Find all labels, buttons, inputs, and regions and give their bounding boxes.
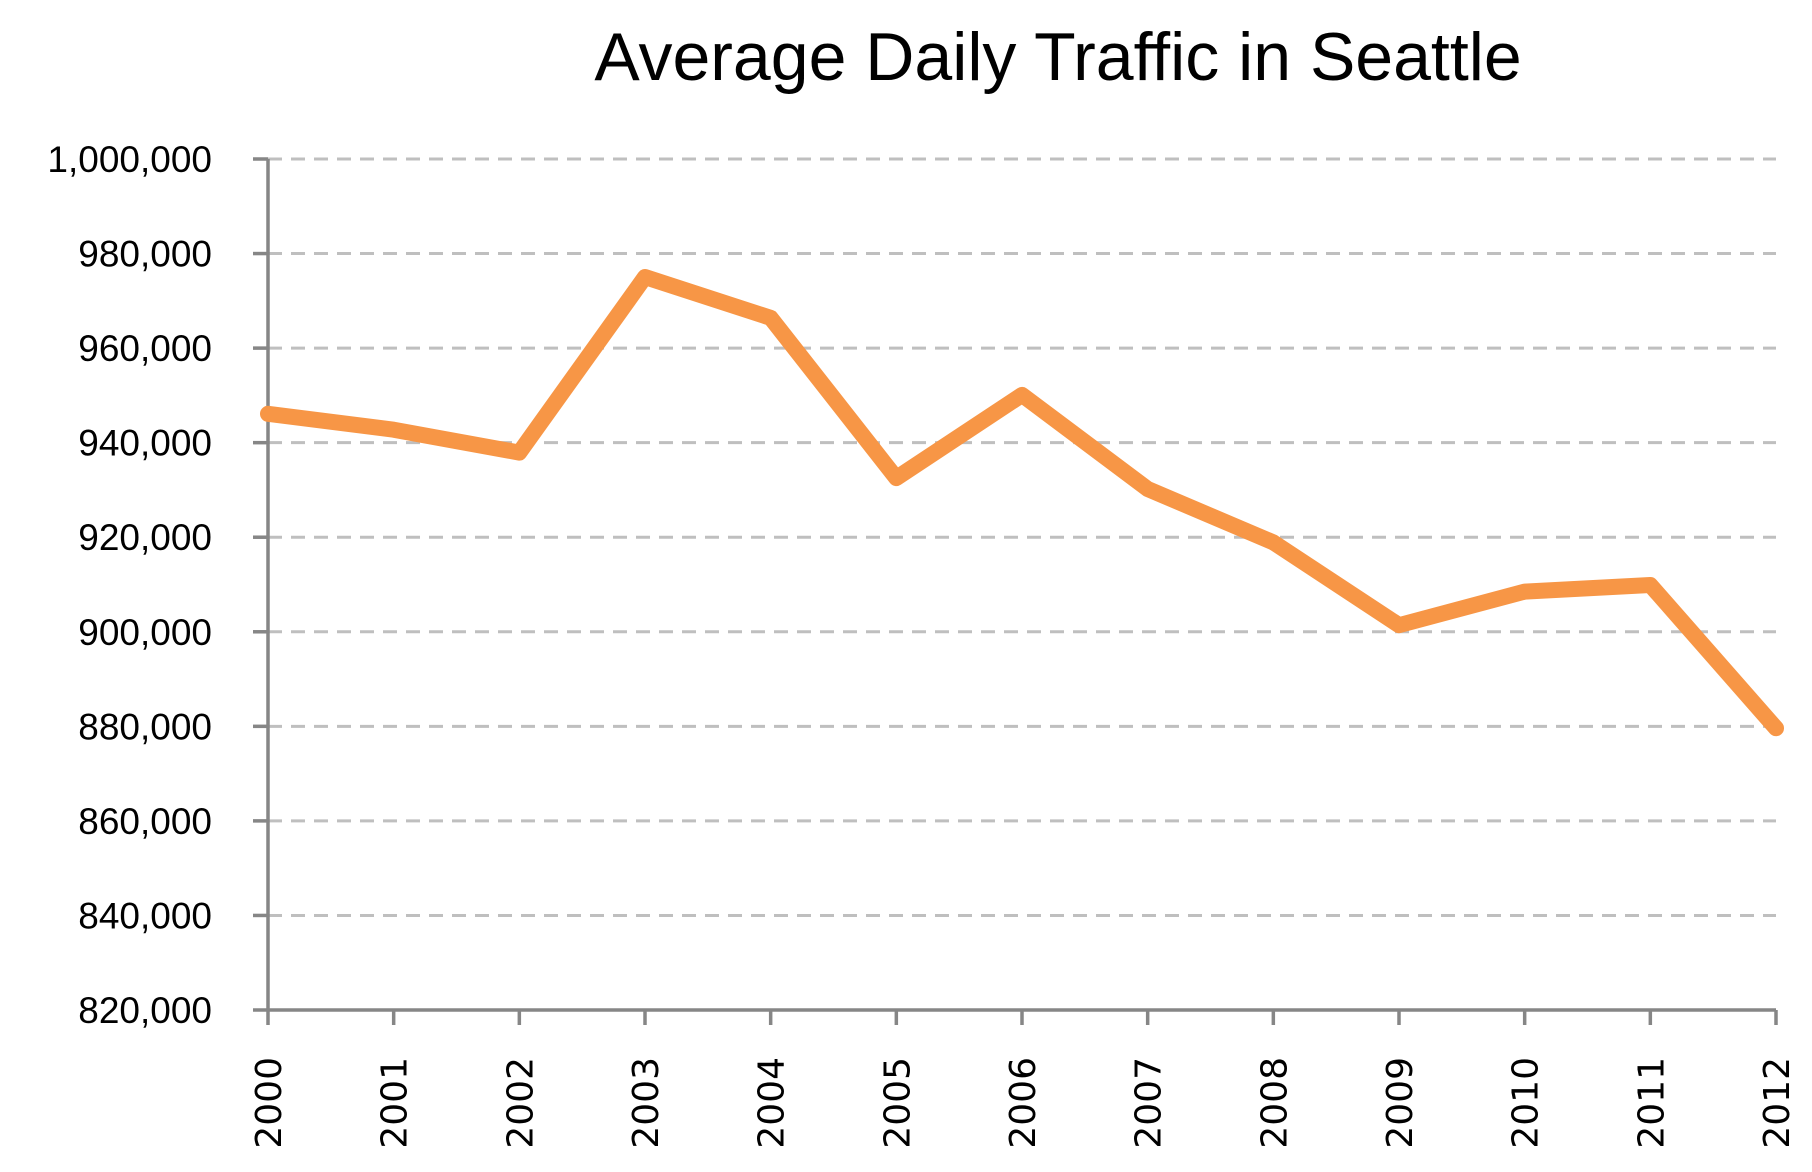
y-tick-label: 880,000 <box>78 706 212 747</box>
x-tick-label: 2005 <box>877 1057 918 1149</box>
y-tick-label: 960,000 <box>78 328 212 369</box>
gridlines <box>268 157 1776 917</box>
y-tick-label: 940,000 <box>78 423 212 464</box>
x-axis-ticks: 2000 2001 2002 2003 2004 2005 2006 2007 2008 2009… <box>249 1010 1798 1149</box>
x-tick-label: 2012 <box>1757 1057 1798 1149</box>
y-tick-label: 860,000 <box>78 801 212 842</box>
y-tick-label: 1,000,000 <box>47 139 212 180</box>
y-tick-label: 920,000 <box>78 517 212 558</box>
x-tick-label: 2002 <box>500 1057 541 1149</box>
x-tick-label: 2009 <box>1380 1057 1421 1149</box>
x-tick-label: 2010 <box>1506 1057 1547 1149</box>
x-tick-label: 2006 <box>1003 1057 1044 1149</box>
x-tick-label: 2011 <box>1631 1057 1672 1149</box>
y-tick-label: 820,000 <box>78 990 212 1031</box>
x-tick-label: 2004 <box>752 1057 793 1149</box>
y-tick-label: 900,000 <box>78 612 212 653</box>
chart-title: Average Daily Traffic in Seattle <box>594 19 1521 95</box>
y-tick-label: 980,000 <box>78 234 212 275</box>
x-tick-label: 2008 <box>1254 1057 1295 1149</box>
series-line <box>260 269 1784 737</box>
x-tick-label: 2007 <box>1129 1057 1170 1149</box>
y-tick-label: 840,000 <box>78 895 212 936</box>
y-axis-ticks: 820,000 840,000 860,000 880,000 900,000 920,0… <box>47 139 268 1031</box>
x-tick-label: 2001 <box>375 1057 416 1149</box>
x-tick-label: 2003 <box>626 1057 667 1149</box>
x-tick-label: 2000 <box>249 1057 290 1149</box>
series <box>260 269 1784 737</box>
